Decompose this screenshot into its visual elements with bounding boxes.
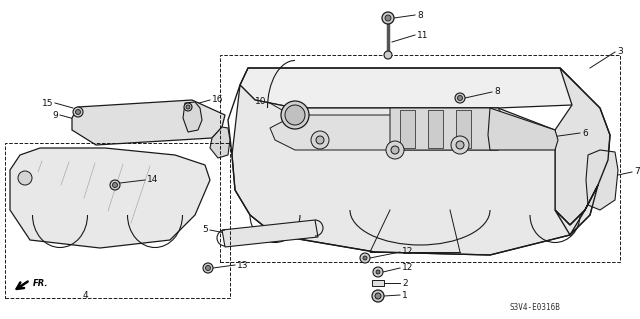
Circle shape xyxy=(110,180,120,190)
Polygon shape xyxy=(222,220,318,247)
Polygon shape xyxy=(10,148,210,248)
Text: 8: 8 xyxy=(494,87,500,97)
Circle shape xyxy=(281,101,309,129)
Polygon shape xyxy=(555,68,610,225)
Circle shape xyxy=(376,270,380,274)
Text: 12: 12 xyxy=(402,248,413,256)
Circle shape xyxy=(285,105,305,125)
Circle shape xyxy=(316,136,324,144)
Circle shape xyxy=(391,146,399,154)
Circle shape xyxy=(382,12,394,24)
Text: 11: 11 xyxy=(417,31,429,40)
Circle shape xyxy=(203,263,213,273)
Polygon shape xyxy=(232,85,598,255)
Circle shape xyxy=(205,265,211,271)
Text: 14: 14 xyxy=(147,175,158,184)
Polygon shape xyxy=(210,127,230,158)
Polygon shape xyxy=(488,108,558,150)
Circle shape xyxy=(18,171,32,185)
Polygon shape xyxy=(586,150,618,210)
Polygon shape xyxy=(456,110,471,148)
Polygon shape xyxy=(183,102,202,132)
Polygon shape xyxy=(72,100,225,145)
Text: 6: 6 xyxy=(582,129,588,137)
Text: 9: 9 xyxy=(52,110,58,120)
Text: 4: 4 xyxy=(82,291,88,300)
Circle shape xyxy=(455,93,465,103)
Circle shape xyxy=(76,109,81,115)
Text: 12: 12 xyxy=(402,263,413,272)
Polygon shape xyxy=(240,68,580,108)
Text: 13: 13 xyxy=(237,261,248,270)
Bar xyxy=(372,280,384,286)
Polygon shape xyxy=(400,110,415,148)
Circle shape xyxy=(73,107,83,117)
Circle shape xyxy=(186,105,190,109)
Text: FR.: FR. xyxy=(33,279,49,288)
Circle shape xyxy=(372,290,384,302)
Circle shape xyxy=(373,267,383,277)
Circle shape xyxy=(184,103,192,111)
Circle shape xyxy=(384,51,392,59)
Text: 5: 5 xyxy=(202,226,208,234)
Circle shape xyxy=(311,131,329,149)
Text: 7: 7 xyxy=(634,167,640,176)
Text: 8: 8 xyxy=(417,11,423,19)
Circle shape xyxy=(451,136,469,154)
Text: 15: 15 xyxy=(42,99,53,108)
Text: S3V4-E0316B: S3V4-E0316B xyxy=(510,303,561,313)
Text: 3: 3 xyxy=(617,48,623,56)
Polygon shape xyxy=(428,110,443,148)
Circle shape xyxy=(375,293,381,299)
Circle shape xyxy=(385,15,391,21)
Circle shape xyxy=(386,141,404,159)
Text: 1: 1 xyxy=(402,291,408,300)
Text: 10: 10 xyxy=(255,98,266,107)
Circle shape xyxy=(456,141,464,149)
Circle shape xyxy=(360,253,370,263)
Text: 16: 16 xyxy=(212,95,223,105)
Text: 2: 2 xyxy=(402,278,408,287)
Circle shape xyxy=(113,182,118,188)
Polygon shape xyxy=(390,108,510,150)
Polygon shape xyxy=(270,115,510,150)
Circle shape xyxy=(363,256,367,260)
Circle shape xyxy=(458,95,463,100)
